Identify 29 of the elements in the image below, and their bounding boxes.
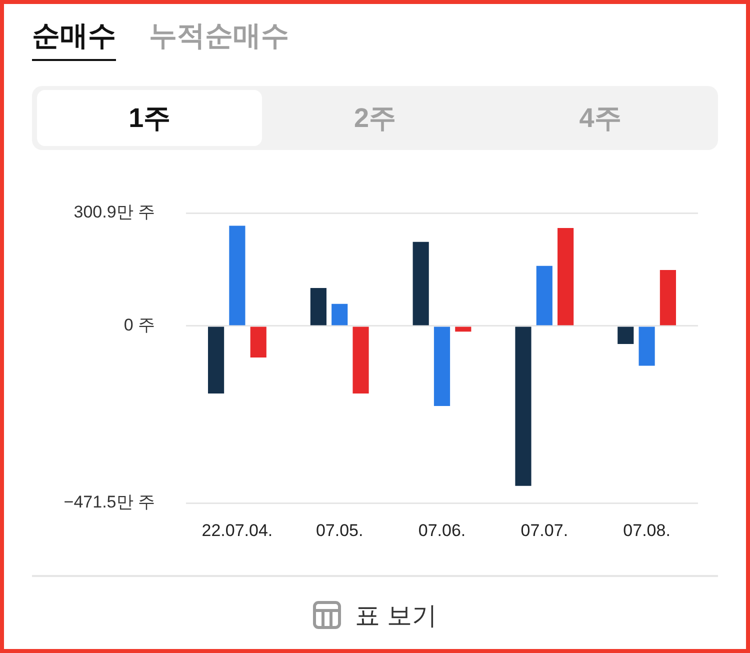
bar: [434, 326, 450, 406]
bar: [660, 270, 676, 326]
text: 표 보기: [355, 600, 437, 632]
tab[interactable]: 순매수: [32, 18, 116, 61]
tab[interactable]: 누적순매수: [149, 18, 289, 61]
y-tick-label: 0 주: [124, 316, 155, 335]
bar: [332, 304, 348, 326]
bar: [558, 228, 574, 326]
x-tick-label: 07.07.: [520, 520, 568, 540]
bar: [618, 326, 634, 344]
bar: [515, 326, 532, 486]
segment-button[interactable]: 1주: [37, 90, 262, 146]
bar: [638, 326, 655, 366]
x-tick-label: 07.08.: [623, 520, 670, 540]
bar: [536, 266, 552, 326]
bar: [229, 226, 246, 326]
y-tick-label: 300.9만 주: [74, 202, 155, 222]
bar: [455, 326, 472, 332]
y-tick-label: −471.5만 주: [64, 492, 155, 512]
x-tick-label: 07.05.: [316, 520, 364, 540]
bar: [250, 326, 266, 358]
bar: [352, 326, 369, 394]
bar: [208, 326, 224, 394]
bar: [310, 288, 326, 326]
segment-button[interactable]: 2주: [262, 90, 488, 146]
x-tick-label: 07.06.: [418, 520, 466, 540]
segment-button[interactable]: 4주: [488, 90, 713, 146]
bar: [412, 242, 429, 326]
x-tick-label: 22.07.04.: [202, 520, 273, 540]
